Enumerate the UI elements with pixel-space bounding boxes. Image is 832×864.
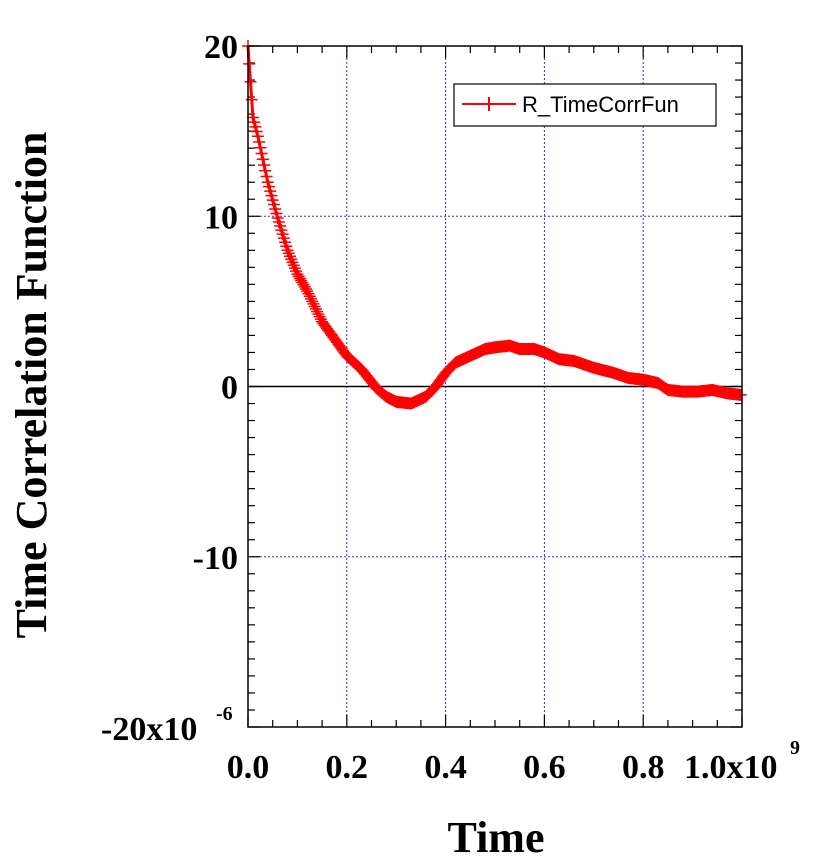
data-point-marker (306, 295, 319, 308)
data-point-marker (287, 259, 300, 272)
plot-frame (247, 45, 743, 728)
legend: R_TimeCorrFun (453, 83, 717, 127)
series-layer (242, 40, 747, 410)
data-point-marker (304, 292, 317, 305)
data-point-marker (283, 250, 296, 263)
data-point-marker (244, 75, 257, 88)
x-tick-label: 0.6 (523, 749, 566, 786)
data-point-marker (282, 247, 295, 260)
data-point-marker (255, 147, 268, 160)
data-point-marker (260, 170, 273, 183)
y-tick-label: 20 (204, 29, 238, 66)
y-axis-title: Time Correlation Function (7, 132, 56, 639)
x-scale-label: 1.0x10 (684, 749, 778, 786)
y-scale-exponent: -6 (216, 703, 233, 725)
data-point-marker (259, 164, 272, 177)
y-tick-label: 0 (221, 370, 238, 407)
data-point-marker (290, 265, 303, 278)
data-point-marker (254, 141, 267, 154)
data-point-marker (313, 310, 326, 323)
data-point-marker (734, 388, 747, 401)
data-point-marker (285, 253, 298, 266)
data-point-marker (307, 297, 320, 310)
legend-marker (482, 97, 496, 111)
data-point-marker (311, 305, 324, 318)
y-tick-label: -10 (193, 540, 238, 577)
x-tick-label: 0.4 (424, 749, 467, 786)
data-point-marker (312, 308, 325, 321)
x-tick-label: 0.2 (326, 749, 369, 786)
x-scale-exponent: 9 (790, 737, 800, 759)
data-point-marker (281, 244, 294, 257)
data-point-marker (308, 300, 321, 313)
legend-label: R_TimeCorrFun (522, 92, 679, 117)
data-point-marker (303, 290, 316, 303)
data-point-marker (253, 135, 266, 148)
data-point-marker (243, 57, 256, 70)
x-tick-label: 0.0 (227, 749, 270, 786)
x-tick-label: 0.8 (622, 749, 665, 786)
tick-labels: 0.0 0.2 0.4 0.6 0.8 -10 0 10 20 (193, 29, 665, 786)
data-point-marker (309, 303, 322, 316)
data-point-marker (301, 285, 314, 298)
data-point-marker (302, 287, 315, 300)
x-axis-title: Time (448, 813, 545, 862)
data-point-marker (251, 130, 264, 143)
y-tick-label: 10 (204, 199, 238, 236)
y-scale-label: -20x10 (101, 711, 197, 748)
data-point-marker (256, 153, 269, 166)
data-point-marker (288, 262, 301, 275)
data-point-marker (258, 158, 271, 171)
data-point-marker (286, 256, 299, 269)
